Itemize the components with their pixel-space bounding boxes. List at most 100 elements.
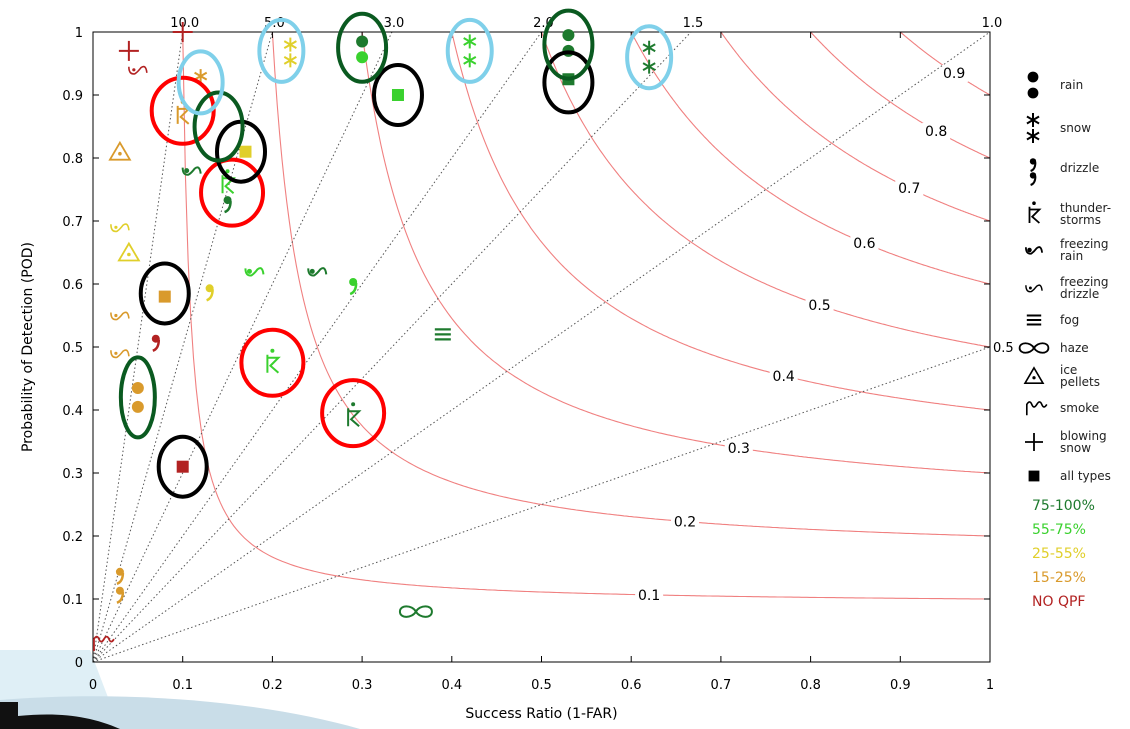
point-haze [398, 605, 433, 618]
highlight-circles [118, 8, 674, 499]
bias-line-5.0 [92, 31, 273, 663]
snow-icon [1026, 113, 1040, 143]
highlight-circle-red [239, 327, 306, 398]
point-drizzle [205, 284, 214, 302]
point-freezing-drizzle [128, 65, 148, 75]
x-tick-label: 0.3 [352, 678, 373, 693]
point-snow [194, 69, 208, 84]
point-snow [463, 53, 477, 68]
csi-label-0.3: 0.3 [728, 441, 750, 457]
point-blowing-snow [172, 22, 193, 42]
highlight-circle-blue [625, 24, 674, 91]
csi-label-0.1: 0.1 [638, 588, 660, 604]
legend-tier: 55-75% [1032, 522, 1086, 538]
point-smoke [93, 635, 115, 652]
csi-line-0.7 [720, 32, 990, 222]
point-drizzle [223, 196, 232, 214]
x-tick-label: 0 [89, 678, 97, 693]
y-tick-label: 1 [75, 26, 83, 41]
point-drizzle [349, 278, 358, 296]
csi-line-0.3 [361, 32, 990, 474]
highlight-circle-blue [257, 17, 306, 84]
highlight-circle-red [199, 157, 266, 228]
highlight-circle-green [192, 90, 245, 163]
legend-label: ice pellets [1060, 363, 1100, 389]
bias-label-10.0: 10.0 [170, 16, 199, 31]
point-freezing-drizzle [110, 311, 130, 321]
y-tick-label: 0.3 [62, 467, 83, 482]
csi-line-0.8 [810, 32, 990, 159]
all-types-icon [1028, 470, 1040, 482]
point-drizzle [151, 334, 161, 352]
legend-item: freezing drizzle [1025, 275, 1109, 301]
legend-item: smoke [1025, 401, 1099, 416]
axis-ticks: 0 0.1 0.2 0.3 0.4 0.5 0.6 0.7 0.8 0.9 100.10.20.30… [62, 26, 994, 693]
point-freezing-rain [181, 166, 202, 176]
bias-label-1.0: 1.0 [982, 16, 1003, 31]
y-tick-label: 0.9 [62, 89, 83, 104]
point-snow [283, 37, 297, 52]
point-all-types [158, 290, 171, 303]
y-tick-label: 0.5 [62, 341, 83, 356]
bias-line-1.5 [92, 31, 692, 663]
y-axis-title: Probability of Detection (POD) [20, 242, 36, 452]
fog-icon [1026, 314, 1042, 326]
legend-label: snow [1060, 121, 1091, 135]
highlight-circle-blue [445, 17, 494, 84]
legend-label: rain [1060, 78, 1083, 92]
legend: rain snow drizzle thunder-storms freezing rai… [1018, 71, 1111, 610]
csi-line-0.5 [540, 32, 990, 348]
legend-label: blowing snow [1060, 429, 1107, 455]
bias-line-2.0 [92, 31, 542, 663]
rain-icon [1027, 71, 1039, 99]
data-points [93, 22, 656, 652]
point-all-types [391, 89, 404, 101]
legend-tier: 15-25% [1032, 570, 1086, 586]
csi-label-0.7: 0.7 [898, 181, 920, 197]
bias-label-3.0: 3.0 [384, 16, 405, 31]
point-snow [642, 59, 656, 74]
highlight-circle-green [336, 11, 389, 84]
point-rain [356, 51, 369, 64]
y-tick-label: 0.4 [62, 404, 83, 419]
x-tick-label: 0.2 [262, 678, 283, 693]
point-snow [642, 40, 656, 55]
legend-tier: 75-100% [1032, 498, 1095, 514]
highlight-circle-black [371, 63, 424, 127]
point-fog [434, 328, 451, 341]
point-rain [562, 29, 575, 42]
legend-item: rain [1027, 71, 1083, 99]
highlight-circle-green [542, 8, 595, 81]
highlight-circle-blue [176, 49, 225, 116]
csi-label-0.2: 0.2 [674, 515, 696, 531]
legend-item: blowing snow [1025, 429, 1107, 455]
highlight-circle-black [542, 50, 595, 115]
x-tick-label: 0.6 [621, 678, 642, 693]
point-freezing-rain [307, 267, 328, 277]
y-tick-label: 0.1 [62, 593, 83, 608]
point-all-types [239, 145, 252, 158]
corner-wedge [18, 714, 120, 729]
legend-tier: 25-55% [1032, 546, 1086, 562]
point-freezing-rain [244, 267, 265, 277]
csi-contours: 0.1 0.2 0.3 0.4 0.5 0.6 0.7 0.8 0.9 [182, 32, 990, 604]
legend-label: freezing drizzle [1060, 275, 1109, 301]
legend-label: smoke [1060, 401, 1099, 415]
csi-label-0.9: 0.9 [943, 66, 965, 82]
legend-tier: NO QPF [1032, 594, 1085, 610]
csi-line-0.4 [451, 32, 990, 411]
x-tick-label: 0.5 [531, 678, 552, 693]
legend-label: haze [1060, 341, 1089, 355]
csi-label-0.6: 0.6 [853, 236, 875, 252]
point-ice-pellets [108, 140, 132, 161]
haze-icon [1018, 342, 1050, 354]
x-tick-label: 0.7 [711, 678, 732, 693]
y-tick-label: 0.2 [62, 530, 83, 545]
point-rain [131, 381, 144, 394]
legend-label: drizzle [1060, 161, 1099, 175]
x-tick-label: 0.8 [800, 678, 821, 693]
drizzle-icon [1029, 158, 1037, 186]
point-ice-pellets [117, 241, 141, 262]
bias-line-0.5 [92, 346, 991, 663]
highlight-circle-red [149, 75, 216, 146]
